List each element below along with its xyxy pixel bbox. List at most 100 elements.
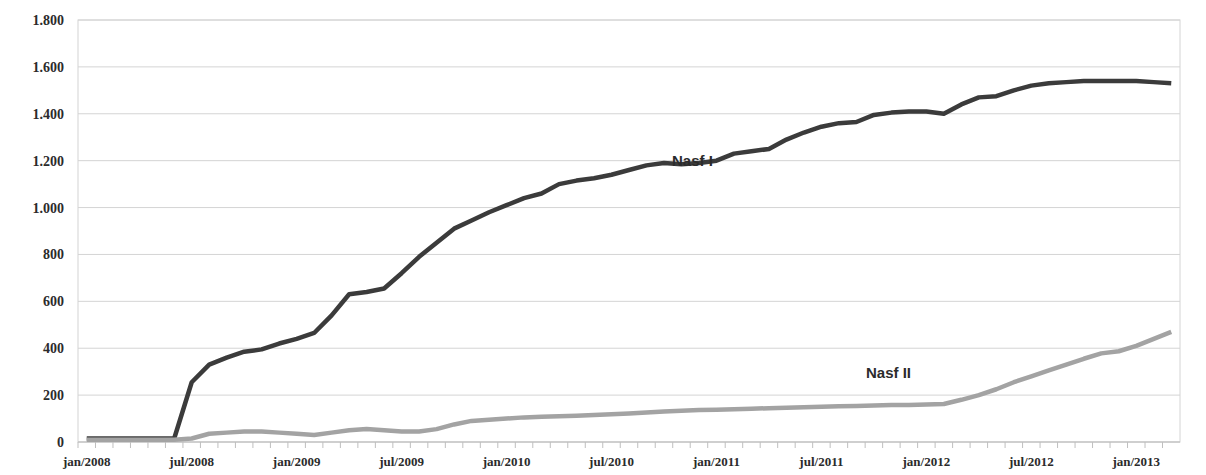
x-tick [602,442,603,448]
grid-line [78,395,1180,396]
series-label: Nasf I [672,152,713,169]
x-tick [427,442,428,448]
x-tick [305,442,306,448]
x-tick-label: jan/2013 [1111,454,1160,469]
x-tick [1075,442,1076,448]
x-tick [392,442,393,448]
x-tick [567,442,568,448]
x-tick [585,442,586,448]
x-tick [952,442,953,448]
y-axis: 0 200 400 600 800 1.000 1.200 1.400 1.600 1.800 [33,13,65,450]
x-tick [340,442,341,448]
x-tick [900,442,901,448]
grid-line [78,254,1180,255]
grid-line [78,207,1180,208]
x-tick [235,442,236,448]
x-tick [917,442,918,448]
x-tick-label: jan/2012 [902,454,951,469]
x-tick [987,442,988,448]
x-tick [515,442,516,448]
grid [78,20,1180,442]
x-tick [182,442,183,448]
x-tick [725,442,726,448]
y-tick-label: 1.400 [33,107,65,122]
x-tick [287,442,288,448]
x-tick [1005,442,1006,448]
x-tick [480,442,481,448]
x-axis-line [78,442,1180,443]
y-tick-label: 1.200 [33,154,65,169]
x-tick [445,442,446,448]
x-tick-label: jul/2010 [588,454,634,469]
grid-line [78,113,1180,114]
y-tick-label: 400 [43,341,64,356]
x-tick [497,442,498,448]
x-tick [970,442,971,448]
y-tick-label: 600 [43,294,64,309]
x-tick [830,442,831,448]
x-tick [270,442,271,448]
x-tick [812,442,813,448]
grid-line [78,301,1180,302]
x-axis: jan/2008jul/2008jan/2009jul/2009jan/2010… [62,442,1163,469]
plot-frame [78,20,1180,442]
x-tick [847,442,848,448]
x-tick [200,442,201,448]
x-tick [620,442,621,448]
series-group [87,81,1172,440]
series-label: Nasf II [866,364,911,381]
y-tick-label: 800 [43,247,64,262]
x-tick [690,442,691,448]
chart: 0 200 400 600 800 1.000 1.200 1.400 1.600 1.800 ja… [0,0,1206,475]
x-tick [1110,442,1111,448]
x-tick [777,442,778,448]
x-tick [252,442,253,448]
x-tick [637,442,638,448]
x-tick [217,442,218,448]
x-tick-label: jul/2011 [798,454,843,469]
x-tick [760,442,761,448]
x-tick [1145,442,1146,448]
y-tick-label: 200 [43,388,64,403]
x-tick [165,442,166,448]
x-tick-label: jul/2009 [378,454,424,469]
x-tick [865,442,866,448]
x-tick [795,442,796,448]
x-tick [1022,442,1023,448]
x-tick [935,442,936,448]
grid-line [78,348,1180,349]
x-tick [882,442,883,448]
grid-line [78,160,1180,161]
x-tick [95,442,96,448]
x-tick-label: jan/2011 [692,454,740,469]
x-tick [112,442,113,448]
x-tick [1162,442,1163,448]
x-tick [130,442,131,448]
x-tick-label: jan/2008 [62,454,111,469]
x-tick [1040,442,1041,448]
x-tick [462,442,463,448]
x-tick-label: jan/2009 [272,454,321,469]
x-tick-label: jul/2008 [168,454,214,469]
x-tick [322,442,323,448]
x-tick [147,442,148,448]
x-tick-label: jul/2012 [1008,454,1054,469]
x-tick [1057,442,1058,448]
x-tick [1127,442,1128,448]
x-tick [550,442,551,448]
series-line [87,332,1172,440]
x-tick [375,442,376,448]
y-tick-label: 1.600 [33,60,65,75]
y-tick-label: 1.000 [33,201,65,216]
grid-line [78,66,1180,67]
x-tick [78,442,79,448]
y-tick-label: 0 [57,435,64,450]
x-tick [1092,442,1093,448]
x-tick [357,442,358,448]
x-tick [707,442,708,448]
x-tick [672,442,673,448]
y-tick-label: 1.800 [33,13,65,28]
x-tick [655,442,656,448]
x-tick [532,442,533,448]
x-tick [742,442,743,448]
